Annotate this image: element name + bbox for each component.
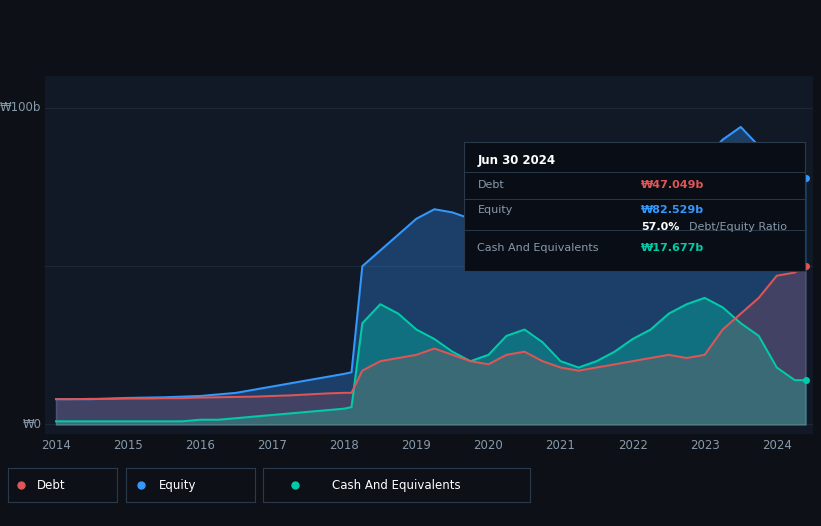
Text: 57.0%: 57.0%: [641, 222, 680, 232]
Text: Equity: Equity: [478, 205, 513, 215]
Text: ₩100b: ₩100b: [0, 102, 41, 115]
Text: Cash And Equivalents: Cash And Equivalents: [478, 242, 599, 252]
Text: ₩0: ₩0: [22, 418, 41, 431]
Text: ₩47.049b: ₩47.049b: [641, 179, 704, 189]
Text: ₩17.677b: ₩17.677b: [641, 242, 704, 252]
Text: Equity: Equity: [159, 479, 196, 492]
Text: Debt: Debt: [478, 179, 504, 189]
Text: Debt/Equity Ratio: Debt/Equity Ratio: [689, 222, 787, 232]
Text: Debt: Debt: [37, 479, 65, 492]
Text: Cash And Equivalents: Cash And Equivalents: [333, 479, 461, 492]
Text: ₩82.529b: ₩82.529b: [641, 205, 704, 215]
Text: Jun 30 2024: Jun 30 2024: [478, 154, 556, 167]
